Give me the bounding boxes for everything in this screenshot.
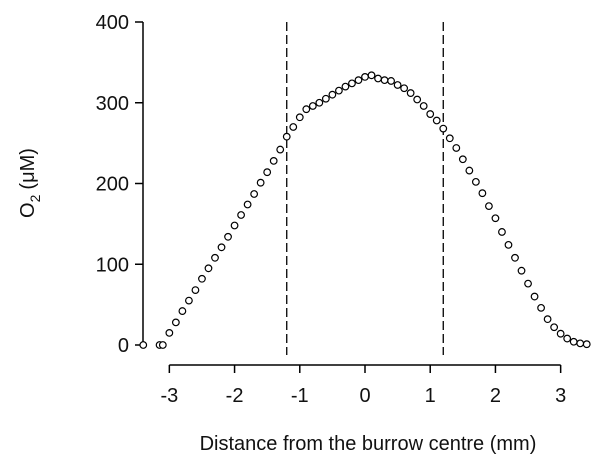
data-point — [543, 315, 552, 324]
data-point — [550, 323, 559, 332]
data-point — [498, 228, 506, 236]
data-point — [413, 95, 422, 104]
y-tick-label: 0 — [118, 335, 129, 357]
x-tick-label: 2 — [490, 385, 501, 407]
data-point — [295, 113, 304, 122]
data-point — [478, 189, 487, 198]
x-tick-label: 3 — [555, 385, 566, 407]
data-point — [485, 202, 493, 211]
y-label-main: O — [17, 202, 39, 218]
data-point — [263, 168, 272, 177]
data-point — [217, 243, 226, 252]
data-point — [400, 84, 409, 93]
x-tick-label: -1 — [291, 385, 309, 407]
data-point — [289, 123, 298, 131]
data-point — [419, 102, 428, 110]
data-point — [328, 90, 337, 99]
y-label-unit: (μM) — [17, 148, 39, 190]
data-point — [230, 221, 239, 230]
x-tick-label: -3 — [160, 385, 178, 407]
data-point — [582, 340, 591, 349]
y-axis-label: O2 (μM) — [17, 148, 43, 218]
data-point — [458, 155, 467, 164]
data-point — [348, 79, 356, 88]
x-tick-label: 0 — [359, 385, 370, 407]
data-point — [374, 74, 382, 83]
data-point — [426, 110, 435, 118]
data-point — [237, 211, 245, 219]
data-point — [471, 177, 480, 186]
data-point — [335, 86, 343, 95]
data-point — [321, 94, 330, 103]
data-point — [178, 307, 187, 315]
data-point — [158, 341, 167, 349]
data-point — [530, 292, 539, 301]
data-point — [256, 178, 265, 187]
data-point — [302, 105, 311, 114]
data-point — [406, 89, 415, 97]
data-point — [491, 214, 500, 223]
data-point — [276, 145, 285, 154]
data-point — [165, 328, 174, 337]
data-point — [569, 337, 578, 346]
data-point — [556, 329, 565, 338]
data-point — [341, 82, 350, 91]
data-point — [367, 71, 376, 80]
data-point — [171, 318, 180, 327]
data-point — [191, 286, 200, 294]
y-tick-label: 300 — [96, 93, 129, 115]
data-point — [361, 73, 369, 81]
data-point — [315, 98, 324, 107]
data-point — [504, 240, 513, 249]
data-point — [576, 339, 585, 348]
data-point — [563, 334, 572, 343]
data-point — [308, 102, 317, 110]
data-point — [380, 76, 389, 85]
data-point — [465, 166, 474, 175]
data-point — [432, 116, 441, 125]
data-point — [198, 274, 206, 283]
data-point — [452, 144, 461, 152]
data-point — [439, 124, 448, 133]
data-point — [211, 253, 219, 262]
data-point — [524, 279, 532, 288]
data-point — [511, 253, 519, 262]
data-point — [445, 134, 454, 143]
data-point — [243, 200, 252, 209]
data-point — [354, 76, 363, 85]
data-point — [185, 296, 193, 305]
y-tick-label: 100 — [96, 254, 129, 276]
x-axis-label: Distance from the burrow centre (mm) — [200, 433, 537, 455]
y-tick-label: 200 — [96, 174, 129, 196]
data-point — [517, 266, 526, 275]
data-point — [139, 341, 148, 349]
data-point — [537, 303, 545, 312]
data-point — [282, 132, 291, 141]
data-point — [269, 156, 278, 165]
data-point — [393, 81, 402, 89]
data-point — [224, 232, 232, 241]
data-point — [387, 77, 395, 85]
x-tick-label: 1 — [425, 385, 436, 407]
x-tick-label: -2 — [226, 385, 244, 407]
data-point — [204, 264, 213, 273]
y-tick-label: 400 — [96, 12, 129, 34]
data-point — [250, 190, 259, 198]
y-label-sub: 2 — [27, 194, 43, 202]
